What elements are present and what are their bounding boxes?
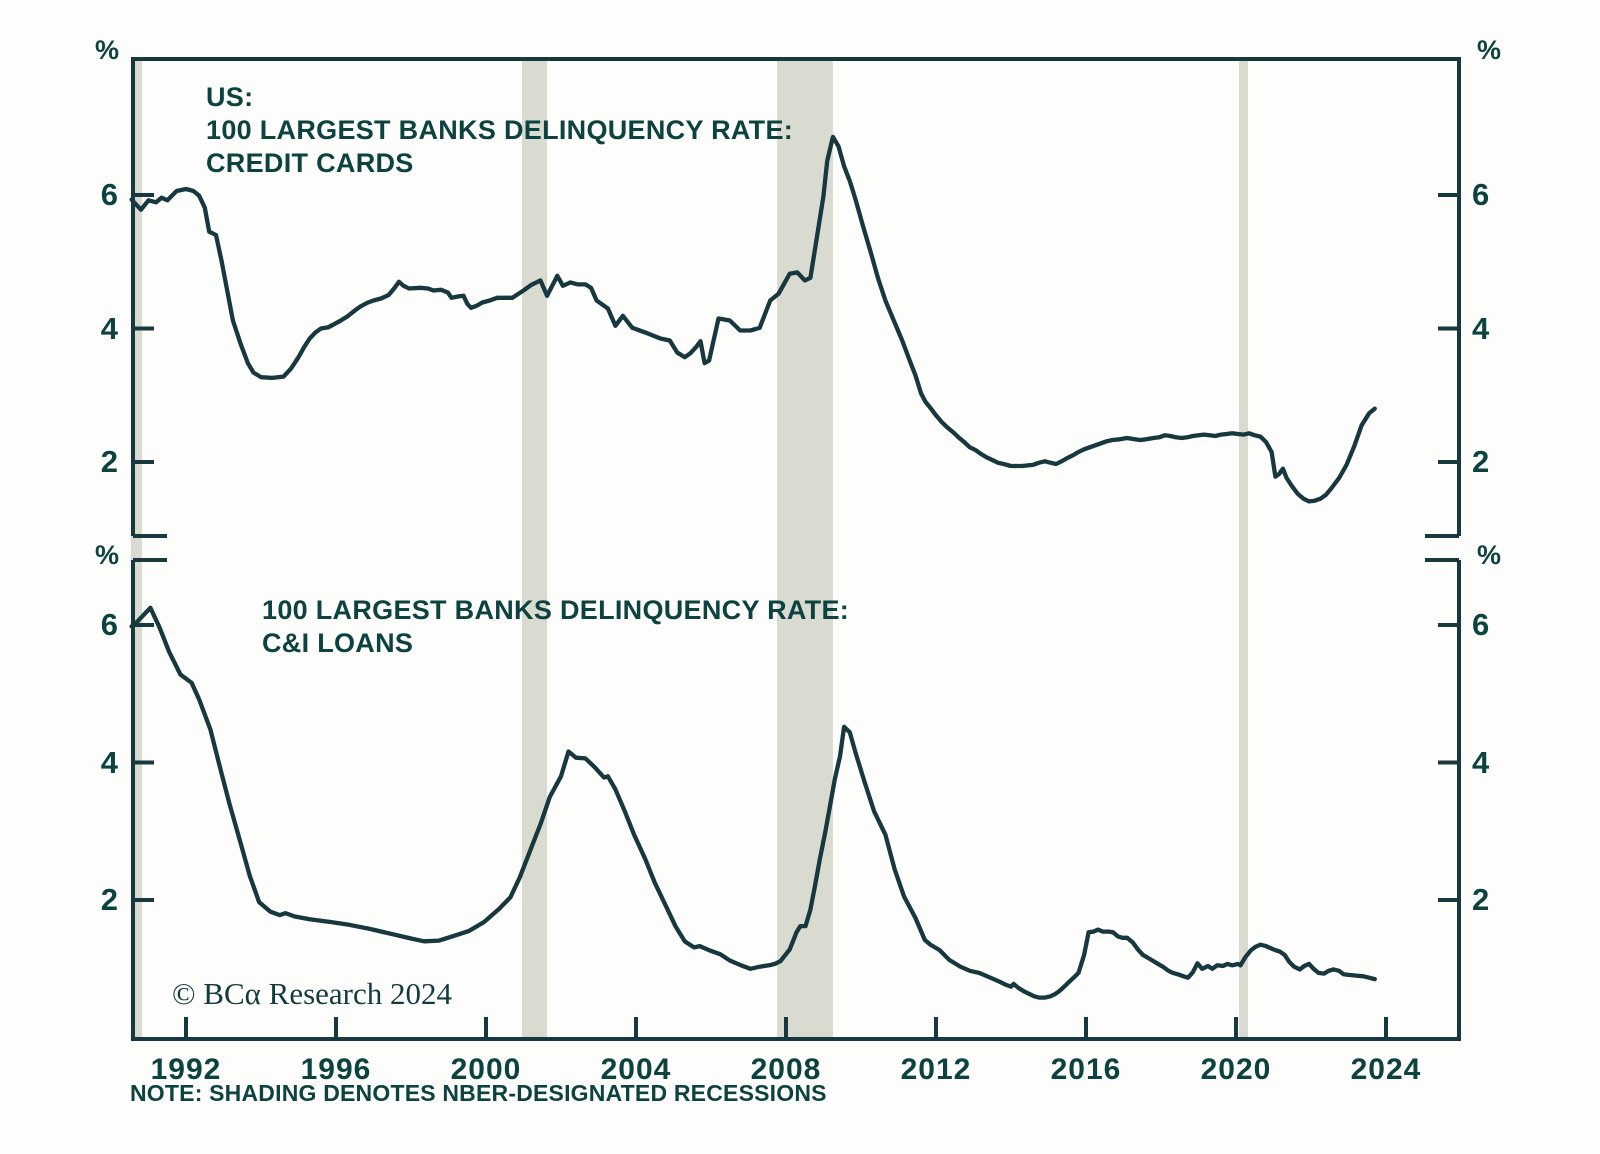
x-label-2004: 2004 bbox=[600, 1053, 672, 1086]
top-chart-title-line1: US: bbox=[206, 82, 254, 112]
x-label-2012: 2012 bbox=[900, 1053, 972, 1086]
recession-band bbox=[777, 57, 833, 1039]
y-label-left-top-6: 6 bbox=[100, 177, 118, 212]
percent-label-mid-right: % bbox=[1476, 540, 1501, 570]
y-label-right-top-4: 4 bbox=[1472, 310, 1490, 346]
y-label-left-bottom-6: 6 bbox=[100, 607, 118, 642]
bottom-chart-title: 100 LARGEST BANKS DELINQUENCY RATE: C&I … bbox=[262, 594, 849, 660]
y-label-right-bottom-4: 4 bbox=[1472, 744, 1490, 780]
x-label-1992: 1992 bbox=[150, 1053, 222, 1086]
x-label-1996: 1996 bbox=[300, 1053, 372, 1086]
axis-ticks bbox=[133, 193, 1459, 1039]
y-label-right-bottom-2: 2 bbox=[1472, 882, 1490, 917]
y-label-left-top-2: 2 bbox=[100, 444, 118, 479]
percent-label-top-right: % bbox=[1476, 35, 1501, 65]
top-chart-title-line3: CREDIT CARDS bbox=[206, 148, 414, 178]
y-label-left-top-4: 4 bbox=[100, 310, 118, 346]
y-label-left-bottom-2: 2 bbox=[100, 882, 118, 917]
percent-label-mid-left: % bbox=[94, 540, 119, 570]
x-label-2016: 2016 bbox=[1050, 1053, 1122, 1086]
percent-label-top-left: % bbox=[94, 35, 119, 65]
credit-card-delinquency-rate-line bbox=[129, 134, 1377, 504]
y-label-right-bottom-6: 6 bbox=[1472, 607, 1490, 642]
recession-band bbox=[1239, 57, 1248, 1039]
top-chart-title-line2: 100 LARGEST BANKS DELINQUENCY RATE: bbox=[206, 115, 794, 145]
x-label-2020: 2020 bbox=[1200, 1053, 1272, 1086]
y-label-left-bottom-4: 4 bbox=[100, 744, 118, 780]
y-label-right-top-2: 2 bbox=[1472, 444, 1490, 479]
recession-band bbox=[522, 57, 548, 1039]
x-label-2008: 2008 bbox=[750, 1053, 822, 1086]
bottom-chart-title-line2: C&I LOANS bbox=[262, 628, 414, 658]
x-label-2000: 2000 bbox=[450, 1053, 522, 1086]
footnote: NOTE: SHADING DENOTES NBER-DESIGNATED RE… bbox=[130, 1080, 827, 1106]
copyright: © BCα Research 2024 bbox=[172, 976, 452, 1011]
ci-loan-delinquency-rate-line bbox=[129, 605, 1377, 1000]
axis-frame bbox=[131, 57, 1461, 1041]
recession-band bbox=[130, 57, 143, 1039]
bottom-chart-title-line1: 100 LARGEST BANKS DELINQUENCY RATE: bbox=[262, 595, 850, 625]
top-chart-title: US: 100 LARGEST BANKS DELINQUENCY RATE: … bbox=[206, 81, 793, 180]
x-label-2024: 2024 bbox=[1350, 1053, 1422, 1086]
y-label-right-top-6: 6 bbox=[1472, 177, 1490, 212]
